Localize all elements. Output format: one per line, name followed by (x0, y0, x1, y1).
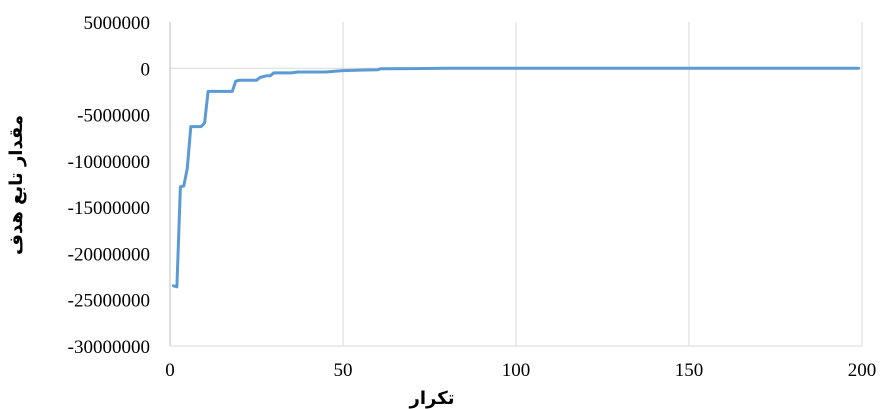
x-tick-labels: 0 50 100 150 200 (165, 360, 876, 381)
x-tick-label: 150 (675, 360, 704, 381)
y-tick-label: -30000000 (68, 337, 150, 358)
x-tick-label: 200 (848, 360, 877, 381)
y-tick-label: -15000000 (68, 198, 150, 219)
y-tick-label: 0 (141, 59, 151, 80)
y-tick-label: -20000000 (68, 244, 150, 265)
y-axis-label: مقدار تابع هدف (6, 115, 27, 255)
y-tick-label: -25000000 (68, 291, 150, 312)
y-tick-label: 5000000 (84, 13, 151, 34)
x-tick-label: 50 (334, 360, 353, 381)
y-tick-label: -5000000 (77, 106, 150, 127)
y-tick-labels: 5000000 0 -5000000 -10000000 -15000000 -20000… (68, 13, 150, 358)
x-tick-label: 100 (502, 360, 531, 381)
y-tick-label: -10000000 (68, 152, 150, 173)
vertical-gridlines (342, 22, 863, 346)
series-line (172, 66, 860, 289)
x-axis-label: تکرار (409, 388, 455, 409)
x-tick-label: 0 (165, 360, 175, 381)
